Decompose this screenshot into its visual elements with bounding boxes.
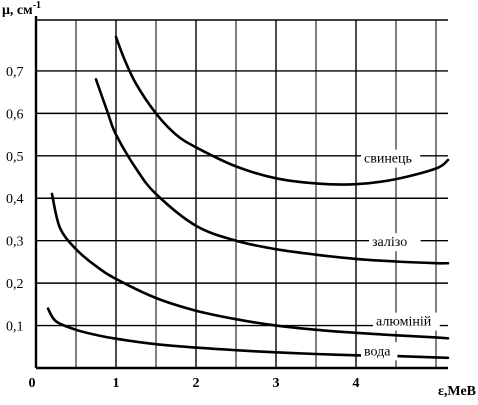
series-label-0: свинець xyxy=(364,152,412,167)
y-tick-label-2: 0,3 xyxy=(6,235,24,250)
series-label-bg-0 xyxy=(361,149,421,168)
series-label-bg-2 xyxy=(373,312,440,331)
series-label-1: залізо xyxy=(372,235,407,250)
series-line-1 xyxy=(94,78,450,265)
y-axis-title-text: μ, см xyxy=(2,3,33,18)
y-tick-label-0: 0,1 xyxy=(6,320,24,335)
y-tick-label-4: 0,5 xyxy=(6,150,24,165)
series-label-bg-1 xyxy=(369,233,421,252)
x-tick-label-3: 3 xyxy=(273,376,280,391)
y-tick-label-6: 0,7 xyxy=(6,65,24,80)
series-label-bg-3 xyxy=(361,342,398,361)
y-tick-label-1: 0,2 xyxy=(6,277,24,292)
y-axis-title-sup: -1 xyxy=(33,0,41,11)
curves xyxy=(46,35,450,360)
x-tick-label-1: 1 xyxy=(113,376,120,391)
x-tick-label-2: 2 xyxy=(193,376,200,391)
y-tick-labels: 0,1 0,2 0,3 0,4 0,5 0,6 0,7 xyxy=(6,65,24,335)
x-tick-labels: 0 1 2 3 4 xyxy=(29,376,360,391)
x-tick-label-4: 4 xyxy=(353,376,360,391)
y-tick-label-3: 0,4 xyxy=(6,192,24,207)
y-tick-label-5: 0,6 xyxy=(6,107,24,122)
x-axis-title: ε,МеВ xyxy=(438,384,476,399)
series-labels: свинець залізо алюміній вода xyxy=(361,149,440,361)
series-label-2: алюміній xyxy=(376,315,432,330)
series-label-3: вода xyxy=(364,344,391,359)
x-tick-label-0: 0 xyxy=(29,376,36,391)
series-line-0 xyxy=(114,35,450,186)
axes xyxy=(34,16,448,370)
y-axis-title: μ, см-1 xyxy=(2,0,41,18)
series-line-2 xyxy=(50,192,450,340)
